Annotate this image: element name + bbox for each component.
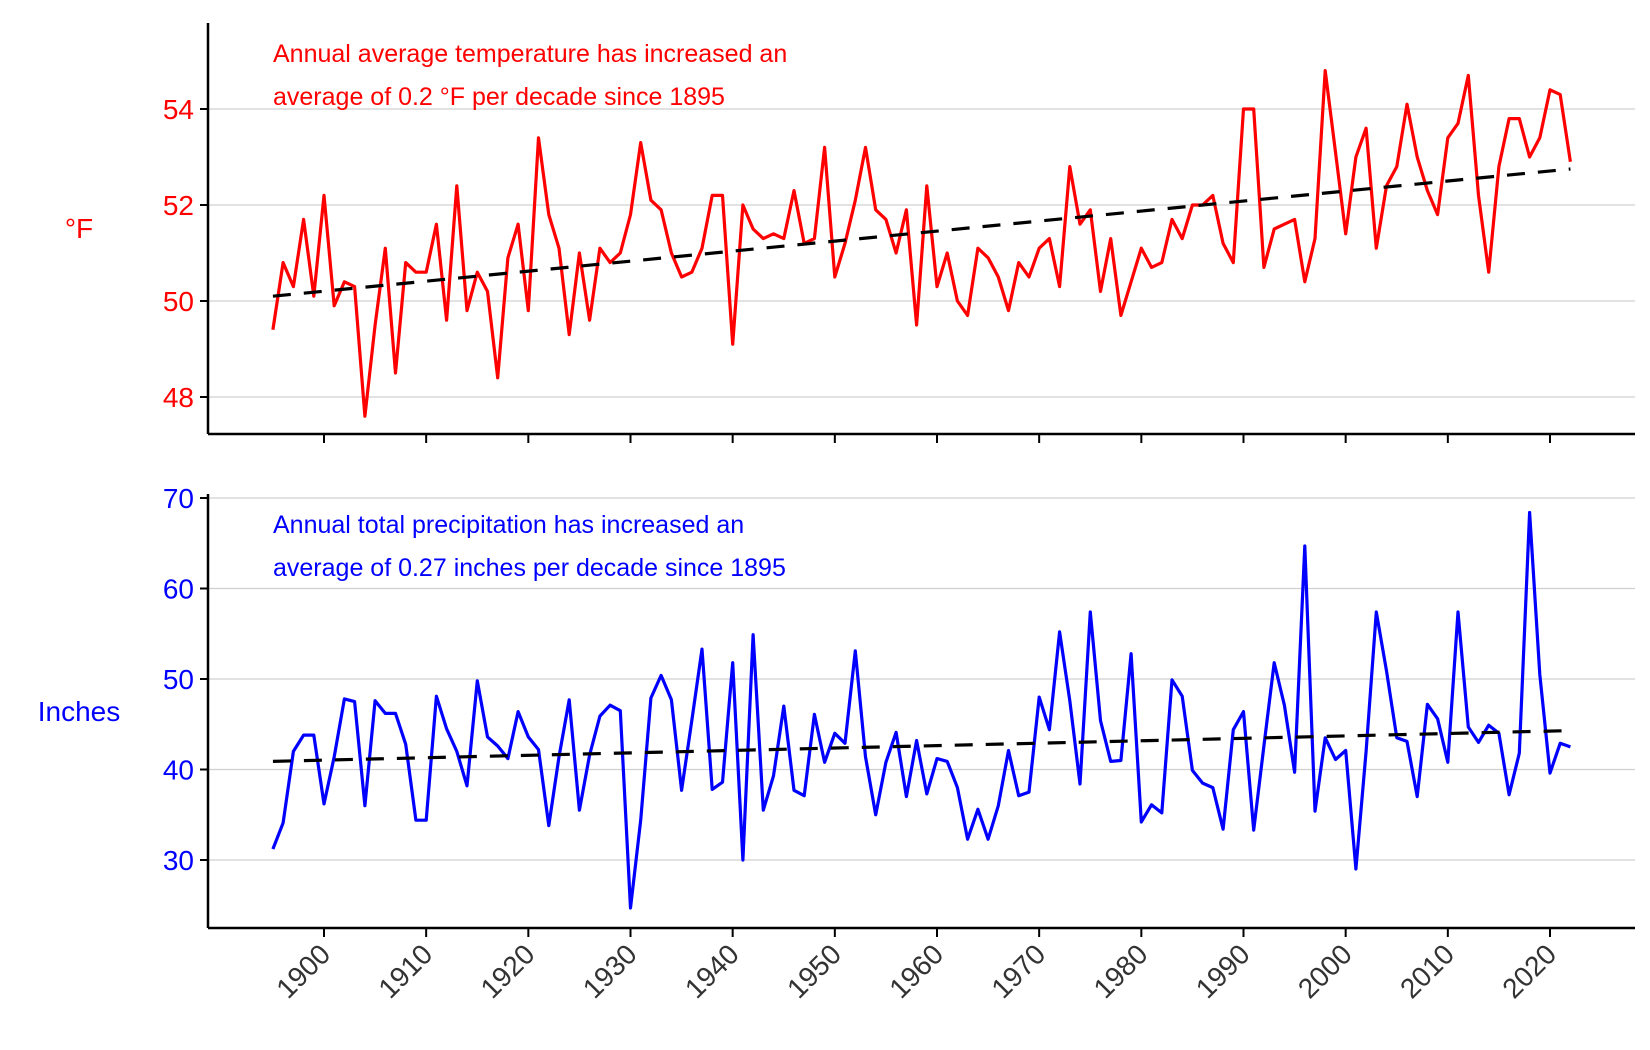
y-tick-label: 30 (163, 845, 194, 876)
x-tick-label: 1950 (781, 938, 847, 1004)
x-tick-label: 2020 (1496, 938, 1562, 1004)
x-tick-label: 2010 (1394, 938, 1460, 1004)
precipitation-trend-line (272, 728, 1571, 763)
temperature-panel: 48 50 52 54 °F Annual average temperature h… (65, 23, 1635, 443)
x-tick-label: 2000 (1292, 938, 1358, 1004)
x-tick-label: 1990 (1190, 938, 1256, 1004)
x-tick-label: 1940 (679, 938, 745, 1004)
x-tick-label: 1970 (985, 938, 1051, 1004)
temperature-series-line (271, 68, 1572, 418)
precipitation-ylabel: Inches (38, 696, 121, 727)
precipitation-panel: 30 40 50 60 70 1900 1910 1920 1930 1940 1950 1960 19… (38, 483, 1635, 1004)
x-tick-label: 1930 (577, 938, 643, 1004)
x-tick-label: 1980 (1088, 938, 1154, 1004)
y-tick-label: 48 (163, 382, 194, 413)
x-tick-label: 1960 (883, 938, 949, 1004)
x-tick-label: 1920 (475, 938, 541, 1004)
temperature-annotation-line2: average of 0.2 °F per decade since 1895 (273, 83, 725, 111)
y-tick-label: 52 (163, 190, 194, 221)
y-tick-label: 40 (163, 755, 194, 786)
y-tick-label: 50 (163, 286, 194, 317)
precipitation-annotation-line2: average of 0.27 inches per decade since … (273, 554, 786, 582)
temperature-annotation-line1: Annual average temperature has increased… (273, 40, 787, 68)
y-tick-label: 54 (163, 94, 194, 125)
y-tick-label: 60 (163, 574, 194, 605)
y-tick-label: 50 (163, 664, 194, 695)
y-tick-label: 70 (163, 483, 194, 514)
temperature-ylabel: °F (65, 213, 93, 244)
x-tick-label: 1910 (372, 938, 438, 1004)
precipitation-series-line (271, 510, 1571, 910)
precipitation-annotation-line1: Annual total precipitation has increased… (273, 511, 744, 539)
x-tick-label: 1900 (270, 938, 336, 1004)
temperature-trend-line (272, 167, 1571, 298)
